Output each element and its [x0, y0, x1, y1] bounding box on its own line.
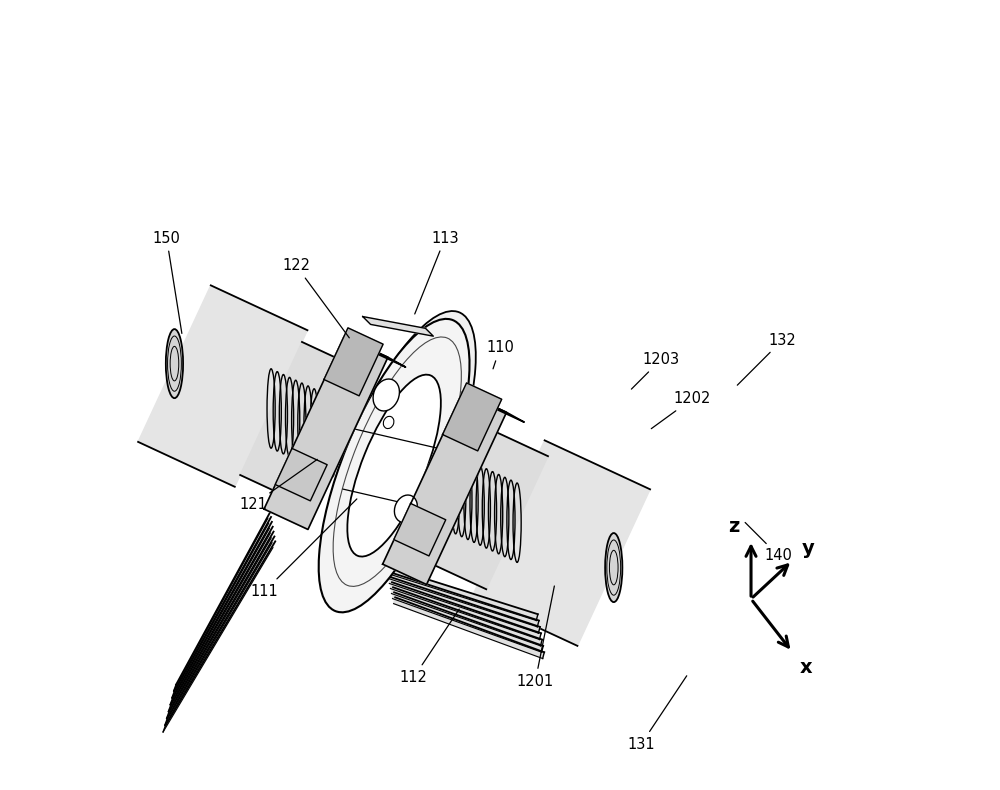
- Ellipse shape: [394, 495, 417, 522]
- Polygon shape: [275, 449, 327, 501]
- Polygon shape: [344, 337, 406, 367]
- Polygon shape: [170, 522, 272, 705]
- Polygon shape: [240, 342, 363, 503]
- Text: 132: 132: [737, 333, 796, 386]
- Polygon shape: [387, 567, 538, 620]
- Polygon shape: [390, 582, 541, 640]
- Text: 1202: 1202: [651, 391, 711, 429]
- Polygon shape: [174, 512, 270, 691]
- Polygon shape: [168, 527, 273, 712]
- Ellipse shape: [325, 311, 476, 604]
- Ellipse shape: [166, 329, 183, 398]
- Ellipse shape: [373, 379, 399, 411]
- Ellipse shape: [605, 533, 622, 602]
- Polygon shape: [363, 317, 433, 337]
- Polygon shape: [392, 587, 542, 646]
- Text: 1201: 1201: [517, 586, 554, 689]
- Text: 131: 131: [627, 675, 687, 751]
- Polygon shape: [264, 337, 388, 529]
- Polygon shape: [324, 328, 383, 396]
- Polygon shape: [443, 383, 502, 451]
- Text: 140: 140: [745, 522, 792, 563]
- Text: 112: 112: [400, 609, 459, 685]
- Text: 122: 122: [282, 258, 349, 338]
- Polygon shape: [393, 592, 543, 653]
- Text: 111: 111: [251, 499, 357, 599]
- Polygon shape: [389, 577, 540, 633]
- Text: 110: 110: [486, 340, 514, 369]
- Ellipse shape: [383, 416, 394, 429]
- Text: x: x: [800, 658, 813, 677]
- Polygon shape: [388, 572, 539, 626]
- Text: 121: 121: [239, 459, 317, 513]
- Text: 150: 150: [153, 231, 182, 333]
- Polygon shape: [172, 517, 271, 698]
- Ellipse shape: [319, 319, 470, 612]
- Polygon shape: [394, 597, 544, 659]
- Text: z: z: [728, 517, 739, 536]
- Polygon shape: [463, 392, 524, 422]
- Polygon shape: [163, 541, 275, 732]
- Ellipse shape: [347, 374, 441, 557]
- Polygon shape: [165, 536, 274, 725]
- Polygon shape: [167, 532, 274, 718]
- Polygon shape: [138, 285, 307, 487]
- Text: 113: 113: [415, 231, 459, 314]
- Polygon shape: [472, 440, 650, 646]
- Polygon shape: [394, 503, 446, 556]
- Text: 1203: 1203: [631, 352, 679, 389]
- Polygon shape: [425, 427, 548, 589]
- Polygon shape: [383, 392, 507, 585]
- Text: y: y: [802, 540, 814, 559]
